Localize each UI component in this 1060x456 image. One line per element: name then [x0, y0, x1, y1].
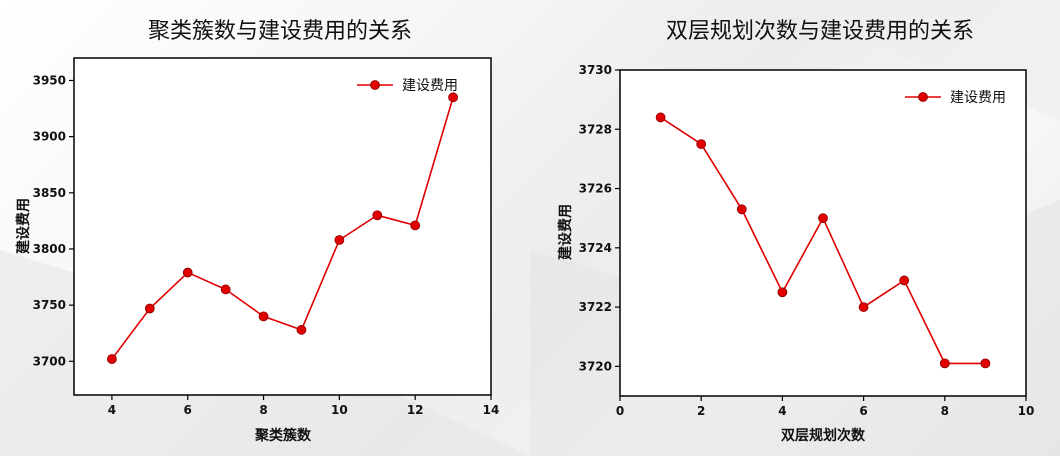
- x-tick-label: 14: [483, 403, 500, 417]
- data-point: [410, 220, 421, 231]
- x-tick-label: 4: [778, 404, 786, 418]
- x-tick-label: 4: [108, 403, 116, 417]
- x-tick-label: 10: [331, 403, 348, 417]
- chart-title: 双层规划次数与建设费用的关系: [666, 19, 974, 44]
- data-point: [296, 324, 307, 335]
- y-axis: 3700 3750 3800 3850 3900 3950: [33, 73, 74, 368]
- x-tick-label: 8: [941, 404, 949, 418]
- y-tick-label: 3722: [579, 300, 612, 314]
- plot-area: [73, 57, 492, 396]
- data-point: [220, 284, 231, 295]
- data-point: [696, 139, 707, 149]
- data-point: [182, 267, 193, 278]
- data-point: [107, 354, 117, 364]
- data-point: [939, 358, 950, 369]
- y-tick-label: 3850: [33, 186, 66, 200]
- x-tick-label: 0: [616, 404, 624, 418]
- data-point: [899, 275, 910, 286]
- legend-marker: [370, 80, 380, 90]
- x-axis-label: 双层规划次数: [781, 427, 866, 444]
- data-point: [777, 287, 788, 298]
- data-point: [144, 303, 155, 314]
- x-axis-label: 聚类簇数: [254, 427, 312, 444]
- chart-panel-right: 双层规划次数与建设费用的关系 0 2 4 6 8 10 3720 3722 3724 3726 3…: [530, 0, 1060, 456]
- series-polyline: [111, 97, 454, 360]
- x-tick-label: 10: [1018, 404, 1035, 418]
- x-tick-label: 2: [697, 404, 705, 418]
- plot-area: [619, 69, 1027, 397]
- y-axis-label: 建设费用: [557, 204, 574, 260]
- data-point: [334, 235, 345, 245]
- x-tick-label: 6: [859, 404, 867, 418]
- x-tick-label: 8: [259, 403, 267, 417]
- y-tick-label: 3750: [33, 298, 66, 312]
- x-axis: 4 6 8 10 12 14: [108, 395, 500, 417]
- chart-cluster-count: 聚类簇数与建设费用的关系 4 6 8 10 12 14 37003750380038503…: [15, 19, 500, 444]
- x-axis: 0 2 4 6 8 10: [616, 396, 1035, 418]
- data-point: [858, 302, 869, 312]
- y-tick-label: 3900: [33, 130, 66, 144]
- y-axis: 3720 3722 3724 3726 3728 3730: [579, 63, 620, 373]
- x-tick-label: 6: [184, 403, 192, 417]
- legend-label: 建设费用: [950, 90, 1006, 106]
- data-point: [258, 311, 269, 322]
- legend-label: 建设费用: [402, 78, 458, 94]
- y-axis-label: 建设费用: [15, 198, 32, 254]
- series-line: [655, 112, 991, 369]
- x-tick-label: 12: [407, 403, 424, 417]
- data-point: [818, 213, 828, 224]
- y-tick-label: 3728: [579, 122, 612, 136]
- data-point: [736, 204, 747, 215]
- y-tick-label: 3950: [33, 73, 66, 87]
- chart-title: 聚类簇数与建设费用的关系: [148, 19, 412, 44]
- y-tick-label: 3726: [579, 182, 612, 196]
- data-point: [980, 358, 991, 369]
- legend: 建设费用: [357, 78, 458, 94]
- series-line: [107, 92, 458, 364]
- chart-panel-left: 聚类簇数与建设费用的关系 4 6 8 10 12 14 3700 3750 3800 3850 3…: [15, 19, 500, 444]
- data-point: [655, 112, 666, 123]
- data-point: [448, 92, 458, 103]
- chart-bilevel-count: 双层规划次数与建设费用的关系 0 2 4 6 8 10 37203722372437263…: [557, 19, 1035, 444]
- y-tick-label: 3730: [579, 63, 612, 77]
- y-tick-label: 3724: [579, 241, 612, 255]
- legend-marker: [918, 92, 928, 102]
- legend: 建设费用: [905, 90, 1006, 106]
- y-tick-label: 3700: [33, 354, 66, 368]
- data-point: [372, 210, 383, 221]
- y-tick-label: 3720: [579, 359, 612, 373]
- y-tick-label: 3800: [33, 242, 66, 256]
